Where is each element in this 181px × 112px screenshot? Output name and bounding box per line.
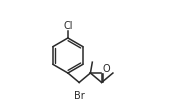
- Text: Cl: Cl: [63, 21, 73, 31]
- Text: O: O: [102, 64, 110, 74]
- Text: Br: Br: [74, 90, 85, 100]
